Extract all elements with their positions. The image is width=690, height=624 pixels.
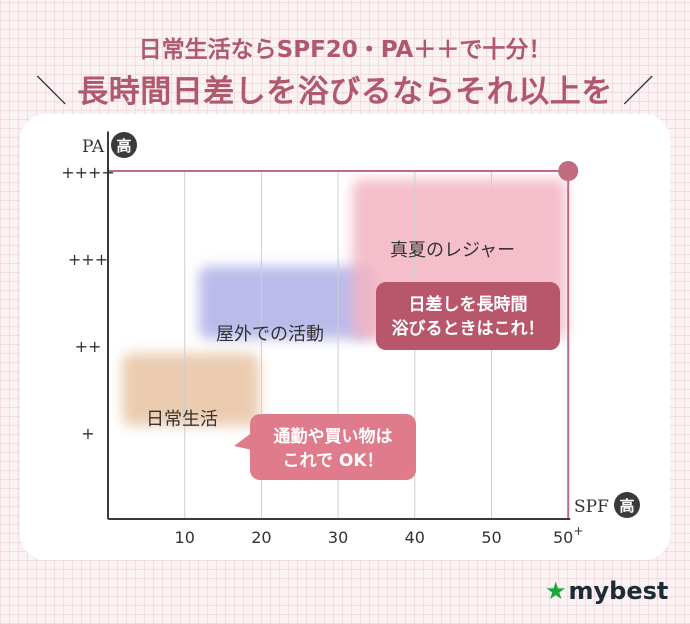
y-axis-badge xyxy=(111,132,137,158)
y-tick-label-1: ++ xyxy=(75,337,102,356)
callouts-layer: 通勤や買い物はこれで OK！ 日差しを長時間浴びるときはこれ！ xyxy=(234,282,560,480)
x-axis-title: SPF xyxy=(574,497,609,517)
x-axis-badge xyxy=(614,492,640,518)
headline-line-1: 日常生活ならSPF20・PA＋＋で十分！ xyxy=(138,37,552,63)
max-point-marker xyxy=(558,161,579,181)
y-tick-label-3: ++++ xyxy=(61,163,115,182)
region-0 xyxy=(122,353,260,426)
y-tick-label-2: +++ xyxy=(68,250,108,269)
y-tick-label-0: + xyxy=(81,424,94,443)
logo-text: mybest xyxy=(568,577,669,605)
callout-tail-0 xyxy=(234,434,252,450)
callout-text-0: 通勤や買い物はこれで OK！ xyxy=(274,426,393,471)
callout-bubble-1 xyxy=(376,282,560,350)
region-label-0: 日常生活 xyxy=(146,409,218,430)
x-tick-label-5: 50+ xyxy=(553,524,583,547)
y-axis-title: PA xyxy=(82,137,105,157)
axes-layer xyxy=(107,131,579,520)
region-label-1: 屋外での活動 xyxy=(216,324,324,345)
callout-line-0-0: 通勤や買い物は xyxy=(274,426,393,447)
headline-line-2-text: 長時間日差しを浴びるならそれ以上を xyxy=(77,74,613,110)
x-tick-label-0: 10 xyxy=(175,528,195,547)
callout-line-0-1: これで OK！ xyxy=(282,451,383,471)
right-slash-deco: ／ xyxy=(622,74,655,110)
mybest-logo: ★mybest xyxy=(545,577,668,609)
y-axis-badge-text: 高 xyxy=(116,137,131,155)
x-axis-badge-text: 高 xyxy=(619,497,634,515)
callout-text-1: 日差しを長時間浴びるときはこれ！ xyxy=(392,294,545,339)
region-1 xyxy=(198,266,375,339)
left-slash-deco: ＼ xyxy=(35,74,68,110)
x-tick-label-3: 40 xyxy=(405,528,425,547)
callout-line-1-0: 日差しを長時間 xyxy=(409,294,528,315)
region-label-2: 真夏のレジャー xyxy=(390,240,515,261)
star-icon: ★ xyxy=(545,577,567,605)
headline-line-2: ＼ 長時間日差しを浴びるならそれ以上を／ xyxy=(0,66,690,111)
x-tick-label-1: 20 xyxy=(251,528,271,547)
callout-line-1-1: 浴びるときはこれ！ xyxy=(392,318,545,339)
callout-bubble-0 xyxy=(250,414,416,480)
x-tick-plus-sup: + xyxy=(573,524,583,538)
x-tick-label-2: 30 xyxy=(328,528,348,547)
x-tick-label-4: 50 xyxy=(481,528,501,547)
